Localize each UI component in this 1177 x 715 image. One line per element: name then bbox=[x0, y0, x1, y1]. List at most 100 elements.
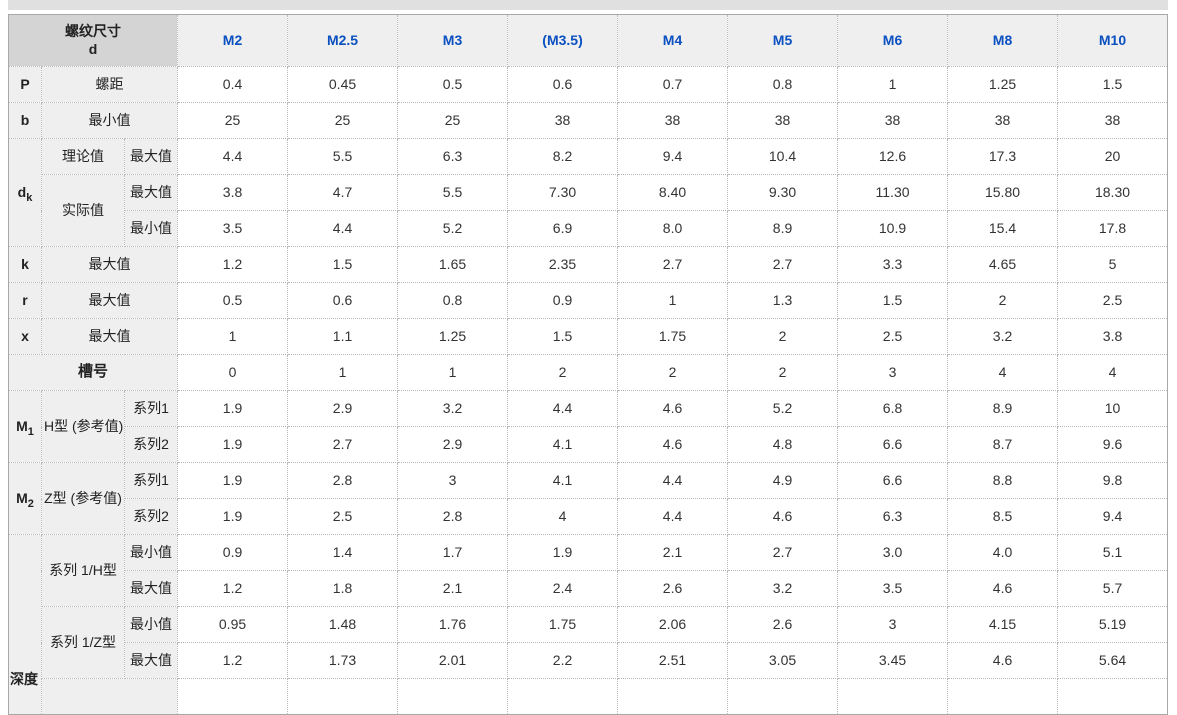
value-cell-2-m4: 9.4 bbox=[617, 138, 729, 175]
value-cell-3-m2: 3.8 bbox=[177, 174, 289, 211]
value-cell-7-m4: 1.75 bbox=[617, 318, 729, 355]
screw-thread-spec-table: 螺纹尺寸 d M2 M2.5 M3 (M3.5) M4 M5 M6 M8 M10 P 螺距 0.4 0… bbox=[7, 14, 1169, 715]
corner-header-line2: d bbox=[88, 40, 98, 57]
table-row-2: dk 理论值 最大值 4.4 5.5 6.3 8.2 9.4 10.4 12.6 17.3 20 bbox=[8, 138, 1169, 247]
value-cell-1-m4: 38 bbox=[617, 102, 729, 139]
value-cell-16-m3: 2.01 bbox=[397, 642, 509, 679]
value-cell-12-m2.5: 2.5 bbox=[287, 498, 399, 535]
value-cell-15-m3: 1.76 bbox=[397, 606, 509, 643]
value-cell-4-m3.5: 6.9 bbox=[507, 210, 619, 247]
table-row-11: M2 Z型 (参考值) 系列1 1.9 2.8 3 4.1 4.4 4.9 6.6 8.8 9.8 bbox=[8, 462, 1169, 535]
value-cell-15-m10: 5.19 bbox=[1057, 606, 1169, 643]
column-header-m4: M4 bbox=[617, 14, 729, 67]
value-cell-13-m2: 0.9 bbox=[177, 534, 289, 571]
value-cell-12-m3: 2.8 bbox=[397, 498, 509, 535]
value-cell-2-m3: 6.3 bbox=[397, 138, 509, 175]
value-cell-5-m6: 3.3 bbox=[837, 246, 949, 283]
value-cell-16-m6: 3.45 bbox=[837, 642, 949, 679]
row-label-1-1: 最小值 bbox=[40, 102, 179, 139]
value-cell-3-m3: 5.5 bbox=[397, 174, 509, 211]
row-label-9-2: 系列1 bbox=[123, 390, 179, 427]
row-label-9-0: M1 bbox=[8, 390, 42, 463]
row-label-15-1: 最小值 bbox=[123, 606, 179, 643]
value-cell-14-m2: 1.2 bbox=[177, 570, 289, 607]
value-cell-8-m3.5: 2 bbox=[507, 354, 619, 391]
value-cell-6-m2: 0.5 bbox=[177, 282, 289, 319]
value-cell-15-m2.5: 1.48 bbox=[287, 606, 399, 643]
value-cell-14-m4: 2.6 bbox=[617, 570, 729, 607]
value-cell-12-m3.5: 4 bbox=[507, 498, 619, 535]
value-cell-3-m8: 15.80 bbox=[947, 174, 1059, 211]
value-cell-17-m8 bbox=[947, 678, 1059, 715]
row-label-15-0: 系列 1/Z型 bbox=[41, 606, 125, 679]
value-cell-13-m8: 4.0 bbox=[947, 534, 1059, 571]
value-cell-13-m10: 5.1 bbox=[1057, 534, 1169, 571]
column-header-m6: M6 bbox=[837, 14, 949, 67]
value-cell-0-m2: 0.4 bbox=[177, 66, 289, 103]
table-row-3: 实际值 最大值 3.8 4.7 5.5 7.30 8.40 9.30 11.30 15.80 18.… bbox=[9, 174, 1169, 247]
value-cell-8-m2: 0 bbox=[177, 354, 289, 391]
row-label-12-0: 系列2 bbox=[123, 498, 179, 535]
row-label-11-1: Z型 (参考值) bbox=[41, 462, 125, 535]
table-body: P 螺距 0.4 0.45 0.5 0.6 0.7 0.8 1 1.25 1.5 b 最小值 25 25 25… bbox=[7, 66, 1169, 715]
value-cell-4-m10: 17.8 bbox=[1057, 210, 1169, 247]
table-row-6: r 最大值 0.5 0.6 0.8 0.9 1 1.3 1.5 2 2.5 bbox=[8, 282, 1169, 319]
value-cell-16-m4: 2.51 bbox=[617, 642, 729, 679]
value-cell-1-m5: 38 bbox=[727, 102, 839, 139]
table-row-15: 系列 1/Z型 最小值 0.95 1.48 1.76 1.75 2.06 2.6 3 4.15 5.… bbox=[9, 606, 1169, 679]
value-cell-6-m3: 0.8 bbox=[397, 282, 509, 319]
value-cell-10-m3.5: 4.1 bbox=[507, 426, 619, 463]
value-cell-14-m8: 4.6 bbox=[947, 570, 1059, 607]
table-row-17 bbox=[9, 678, 1169, 715]
row-label-3-1: 最大值 bbox=[123, 174, 179, 211]
value-cell-17-m10 bbox=[1057, 678, 1169, 715]
value-cell-10-m2.5: 2.7 bbox=[287, 426, 399, 463]
value-cell-1-m8: 38 bbox=[947, 102, 1059, 139]
value-cell-8-m6: 3 bbox=[837, 354, 949, 391]
table-row-5: k 最大值 1.2 1.5 1.65 2.35 2.7 2.7 3.3 4.65 5 bbox=[8, 246, 1169, 283]
value-cell-17-m3.5 bbox=[507, 678, 619, 715]
value-cell-7-m2: 1 bbox=[177, 318, 289, 355]
value-cell-3-m5: 9.30 bbox=[727, 174, 839, 211]
value-cell-7-m2.5: 1.1 bbox=[287, 318, 399, 355]
value-cell-1-m2.5: 25 bbox=[287, 102, 399, 139]
column-header-m3.5: (M3.5) bbox=[507, 14, 619, 67]
value-cell-17-m3 bbox=[397, 678, 509, 715]
value-cell-17-m2.5 bbox=[287, 678, 399, 715]
value-cell-14-m3: 2.1 bbox=[397, 570, 509, 607]
column-header-m5: M5 bbox=[727, 14, 839, 67]
value-cell-12-m10: 9.4 bbox=[1057, 498, 1169, 535]
value-cell-0-m2.5: 0.45 bbox=[287, 66, 399, 103]
column-header-m10: M10 bbox=[1057, 14, 1169, 67]
row-label-0-1: 螺距 bbox=[40, 66, 179, 103]
value-cell-3-m6: 11.30 bbox=[837, 174, 949, 211]
value-cell-8-m4: 2 bbox=[617, 354, 729, 391]
value-cell-17-m5 bbox=[727, 678, 839, 715]
value-cell-10-m10: 9.6 bbox=[1057, 426, 1169, 463]
row-label-10-0: 系列2 bbox=[123, 426, 179, 463]
value-cell-2-m2: 4.4 bbox=[177, 138, 289, 175]
value-cell-14-m2.5: 1.8 bbox=[287, 570, 399, 607]
value-cell-4-m3: 5.2 bbox=[397, 210, 509, 247]
row-label-5-0: k bbox=[8, 246, 42, 283]
value-cell-16-m8: 4.6 bbox=[947, 642, 1059, 679]
value-cell-15-m2: 0.95 bbox=[177, 606, 289, 643]
value-cell-16-m3.5: 2.2 bbox=[507, 642, 619, 679]
value-cell-15-m3.5: 1.75 bbox=[507, 606, 619, 643]
table-row-1: b 最小值 25 25 25 38 38 38 38 38 38 bbox=[8, 102, 1169, 139]
value-cell-8-m8: 4 bbox=[947, 354, 1059, 391]
value-cell-6-m8: 2 bbox=[947, 282, 1059, 319]
value-cell-1-m3: 25 bbox=[397, 102, 509, 139]
value-cell-15-m8: 4.15 bbox=[947, 606, 1059, 643]
value-cell-3-m4: 8.40 bbox=[617, 174, 729, 211]
row-label-13-1: 系列 1/H型 bbox=[41, 534, 125, 607]
header-row: 螺纹尺寸 d M2 M2.5 M3 (M3.5) M4 M5 M6 M8 M10 bbox=[7, 14, 1169, 67]
value-cell-0-m10: 1.5 bbox=[1057, 66, 1169, 103]
value-cell-2-m10: 20 bbox=[1057, 138, 1169, 175]
value-cell-12-m4: 4.4 bbox=[617, 498, 729, 535]
value-cell-5-m2.5: 1.5 bbox=[287, 246, 399, 283]
value-cell-0-m8: 1.25 bbox=[947, 66, 1059, 103]
row-label-13-0: 深度 bbox=[8, 534, 42, 715]
value-cell-4-m5: 8.9 bbox=[727, 210, 839, 247]
value-cell-13-m3.5: 1.9 bbox=[507, 534, 619, 571]
